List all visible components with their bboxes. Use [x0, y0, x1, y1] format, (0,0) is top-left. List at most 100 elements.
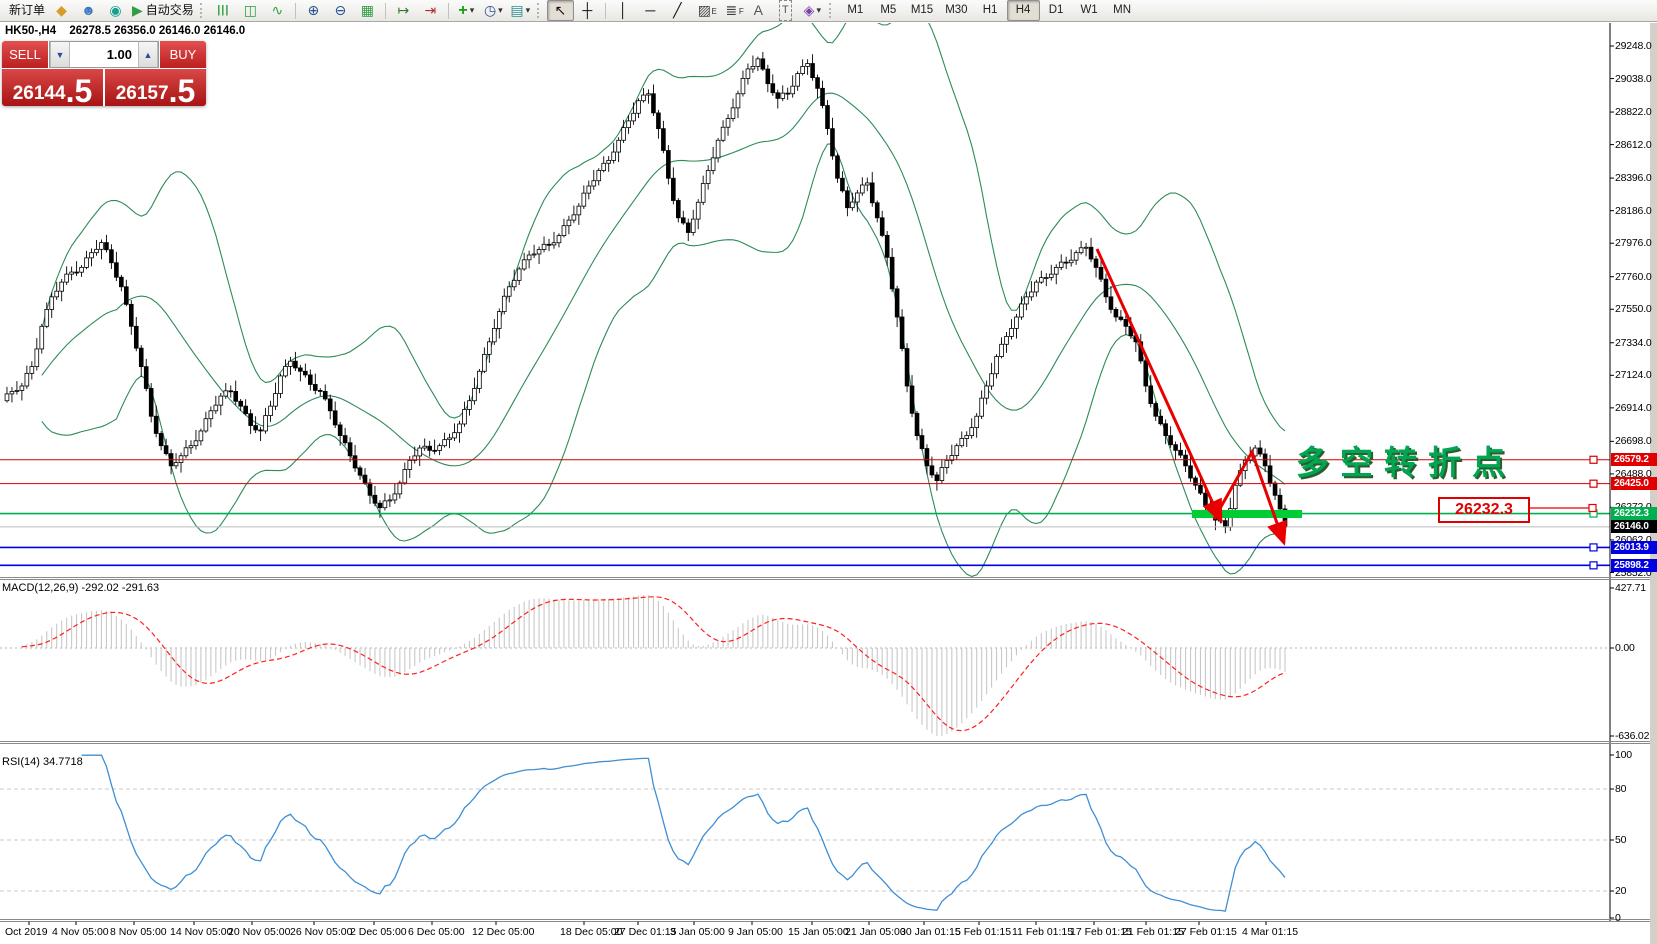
zoom-in-icon: ⊕ — [307, 2, 320, 18]
tile-windows-icon: ▦ — [360, 2, 374, 18]
time-axis-label[interactable]: 9 Jan 05:00 — [728, 926, 783, 938]
rsi-axis-tick: 0 — [1615, 912, 1621, 924]
toolbar-separator — [384, 2, 386, 19]
timeframe-button-m15[interactable]: M15 — [910, 4, 934, 16]
vertical-line-icon[interactable]: │ — [610, 0, 637, 21]
time-axis-label[interactable]: 18 Dec 05:00 — [560, 926, 623, 938]
time-axis-label[interactable]: 8 Nov 05:00 — [110, 926, 167, 938]
time-axis-label[interactable]: 21 Jan 05:00 — [845, 926, 906, 938]
line-handle[interactable] — [1589, 479, 1598, 488]
timeframe-button-m1[interactable]: M1 — [847, 4, 864, 16]
candlestick-chart-icon[interactable]: ◫ — [237, 0, 264, 21]
timeframe-button-m30[interactable]: M30 — [945, 4, 968, 16]
sell-price-display[interactable]: 26144.5 — [2, 69, 103, 106]
line-handle[interactable] — [1589, 455, 1598, 464]
buy-price-display[interactable]: 26157.5 — [105, 69, 206, 106]
tile-windows-icon[interactable]: ▦ — [354, 0, 381, 21]
volume-decrease-button[interactable]: ▼ — [50, 42, 70, 67]
bollinger-lower — [41, 143, 1286, 577]
history-center-icon[interactable]: ◆ — [48, 0, 75, 21]
time-axis-label[interactable]: 5 Feb 01:15 — [955, 926, 1012, 938]
line-chart-icon[interactable]: ∿ — [264, 0, 291, 21]
volume-increase-button[interactable]: ▲ — [138, 42, 158, 67]
text-label-icon[interactable]: T — [772, 0, 799, 21]
chart-title: HK50-,H4 26278.5 26356.0 26146.0 26146.0 — [5, 25, 245, 37]
horizontal-line-icon[interactable]: ─ — [637, 0, 664, 21]
signals-icon[interactable]: ◉ — [102, 0, 129, 21]
cursor-icon: ↖ — [554, 2, 567, 18]
timeframe-button-h4[interactable]: H4 — [1006, 0, 1040, 21]
new-order-button[interactable]: 新订单 — [3, 0, 48, 21]
time-axis-label[interactable]: 6 Dec 05:00 — [408, 926, 465, 938]
sell-button[interactable]: SELL — [2, 41, 48, 68]
period-selector-icon[interactable]: ◷ ▾ — [480, 0, 507, 21]
buy-button[interactable]: BUY — [160, 41, 206, 68]
autotrade-button-label: 自动交易 — [145, 3, 194, 17]
green-highlight-bar[interactable] — [1192, 510, 1302, 518]
volume-input[interactable] — [70, 42, 138, 67]
time-axis-label[interactable]: 12 Dec 05:00 — [472, 926, 535, 938]
time-axis-label[interactable]: 27 Feb 01:15 — [1175, 926, 1237, 938]
timeframe-button-w1[interactable]: W1 — [1080, 4, 1098, 16]
timeframe-button-m5[interactable]: M5 — [880, 4, 897, 16]
equidistant-channel-icon[interactable]: ▨ E — [697, 2, 717, 18]
macd-axis-tick: 0.00 — [1615, 642, 1635, 654]
timeframe-button-d1[interactable]: D1 — [1048, 4, 1064, 16]
fibonacci-icon: ≣ — [725, 2, 738, 18]
bar-chart-icon[interactable]: ||| — [210, 0, 237, 21]
chart-shift-icon[interactable]: ⇥ — [417, 0, 444, 21]
time-axis-label[interactable]: 4 Nov 05:00 — [52, 926, 109, 938]
zoom-in-icon[interactable]: ⊕ — [300, 0, 327, 21]
macd-indicator-label: MACD(12,26,9) -292.02 -291.63 — [2, 582, 160, 594]
autotrade-button[interactable]: ▶ 自动交易 — [129, 0, 197, 21]
text-icon[interactable]: A — [745, 0, 772, 21]
time-axis-label[interactable]: 20 Nov 05:00 — [228, 926, 291, 938]
time-axis-label[interactable]: 21 Feb 01:15 — [1122, 926, 1184, 938]
line-chart-icon: ∿ — [271, 2, 284, 18]
cursor-icon[interactable]: ↖ — [546, 0, 574, 21]
time-axis-label[interactable]: 26 Nov 05:00 — [290, 926, 353, 938]
time-axis-label[interactable]: Oct 2019 — [5, 926, 48, 938]
price-axis-tick: 27976.0 — [1615, 237, 1652, 250]
time-axis-label[interactable]: 17 Feb 01:15 — [1070, 926, 1132, 938]
time-axis-label[interactable]: 4 Mar 01:15 — [1242, 926, 1299, 938]
zigzag-arrow[interactable] — [1212, 448, 1287, 546]
time-axis-label[interactable]: 14 Nov 05:00 — [170, 926, 233, 938]
rsi-axis-tick: 20 — [1615, 885, 1627, 897]
auto-scroll-icon[interactable]: ↦ — [390, 0, 417, 21]
time-axis-label[interactable]: 11 Feb 01:15 — [1012, 926, 1074, 938]
macd-signal-line — [21, 596, 1286, 732]
price-axis-tick: 26488.0 — [1615, 467, 1652, 480]
time-axis-label[interactable]: 15 Jan 05:00 — [788, 926, 849, 938]
downtrend-arrow[interactable] — [1095, 248, 1223, 524]
time-axis-label[interactable]: 2 Dec 05:00 — [350, 926, 407, 938]
toolbar-separator — [294, 2, 296, 19]
chart-template-icon[interactable]: ▤ ▾ — [507, 0, 534, 21]
price-axis-tick: 27550.0 — [1615, 303, 1652, 316]
text-label-icon: T — [778, 0, 792, 21]
arrows-icon[interactable]: ◈ ▾ — [799, 0, 826, 21]
crosshair-icon[interactable]: ┼ — [574, 0, 601, 21]
line-handle[interactable] — [1589, 543, 1598, 552]
trendline-icon[interactable]: ╱ — [664, 0, 691, 21]
price-badge-26579.2: 26579.2 — [1611, 453, 1657, 467]
time-axis-label[interactable]: 3 Jan 05:00 — [670, 926, 725, 938]
turning-point-annotation[interactable]: 多空转折点 — [1296, 444, 1516, 481]
autotrade-button: ▶ — [132, 2, 143, 18]
line-handle[interactable] — [1589, 561, 1598, 570]
time-axis-label[interactable]: 30 Jan 01:15 — [900, 926, 961, 938]
price-badge-26232.3: 26232.3 — [1611, 507, 1657, 521]
support-icon[interactable]: ☻ — [75, 0, 102, 21]
timeframe-button-mn[interactable]: MN — [1113, 4, 1131, 16]
time-axis-label[interactable]: 27 Dec 01:15 — [614, 926, 677, 938]
price-axis-tick: 29248.0 — [1615, 40, 1652, 52]
zoom-out-icon[interactable]: ⊖ — [327, 0, 354, 21]
toolbar-separator — [828, 3, 834, 18]
price-annotation-box[interactable]: 26232.3 — [1438, 497, 1530, 523]
timeframe-button-h1[interactable]: H1 — [982, 4, 998, 16]
add-indicator-icon[interactable]: + ▾ — [453, 0, 480, 21]
fibonacci-icon[interactable]: ≣ F — [725, 2, 744, 18]
toolbar: 新订单 ◆ ☻ ◉ ▶ 自动交易 ||| ◫ ∿ ⊕ ⊖ ▦ ↦ ⇥ + ▾ ◷ ▾ ▤ ▾ ↖ ┼ │ ─ ╱ ▨ E ≣ F A T ◈ ▾… — [0, 0, 1657, 22]
